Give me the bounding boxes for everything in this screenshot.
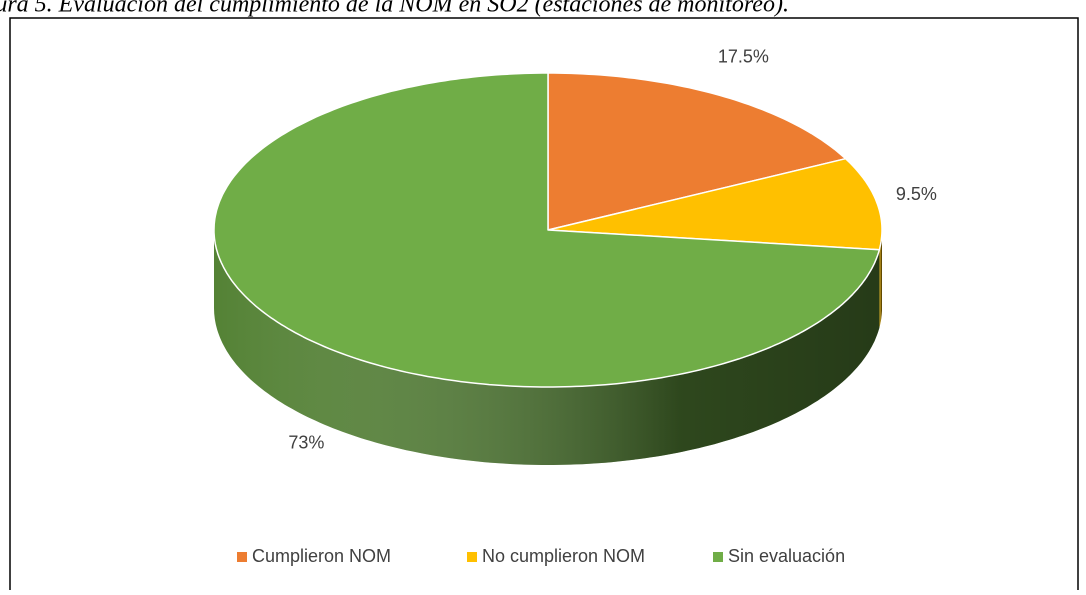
legend-swatch xyxy=(713,552,723,562)
legend-swatch xyxy=(467,552,477,562)
legend-swatch xyxy=(237,552,247,562)
title-band xyxy=(0,0,1086,17)
chart-title: Figura 5. Evaluación del cumplimiento de… xyxy=(0,0,789,18)
legend-label: No cumplieron NOM xyxy=(482,546,645,566)
legend-label: Cumplieron NOM xyxy=(252,546,391,566)
pie-slice xyxy=(547,157,883,251)
data-label: 73% xyxy=(288,432,324,452)
legend-label: Sin evaluación xyxy=(728,546,845,566)
data-label: 9.5% xyxy=(896,184,937,204)
pie-slice xyxy=(547,72,847,231)
pie-slice-side-shade xyxy=(879,230,882,328)
data-label: 17.5% xyxy=(718,47,769,67)
pie-slice xyxy=(213,72,881,388)
pie-slice-side-shade xyxy=(214,230,880,465)
